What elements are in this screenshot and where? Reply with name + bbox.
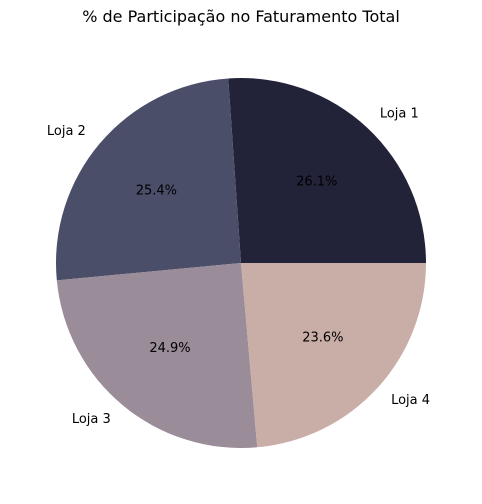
- pie-category-label-4: Loja 4: [391, 393, 430, 408]
- pie-slice-4: [241, 263, 426, 448]
- pie-pct-label-3: 24.9%: [149, 341, 190, 356]
- pie-slice-2: [55, 78, 242, 281]
- chart-title: % de Participação no Faturamento Total: [82, 7, 400, 26]
- pie-pct-label-2: 25.4%: [136, 184, 177, 199]
- pie-slice-1: [228, 77, 426, 263]
- pie-labels: 26.1% Loja 1 25.4% Loja 2 24.9% Loja 3 23.6% Lo…: [47, 107, 430, 427]
- pie-category-label-2: Loja 2: [47, 124, 86, 139]
- pie-category-label-3: Loja 3: [72, 412, 111, 427]
- pie-slice-3: [56, 263, 258, 448]
- pie-category-label-1: Loja 1: [380, 107, 419, 122]
- pie-pct-label-4: 23.6%: [302, 330, 343, 345]
- pie-pct-label-1: 26.1%: [296, 174, 337, 189]
- pie-slices: [55, 77, 426, 448]
